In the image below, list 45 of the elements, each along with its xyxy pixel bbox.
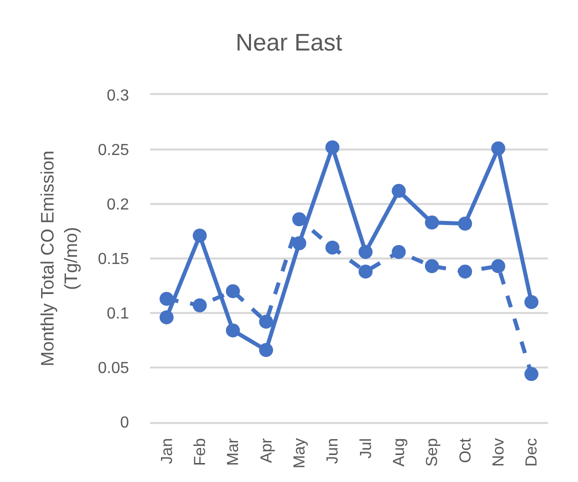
point — [392, 184, 406, 198]
point — [325, 240, 340, 255]
point — [491, 141, 506, 156]
x-tick-label: Sep — [424, 438, 442, 467]
point — [392, 244, 406, 259]
y-tick-label: 0.2 — [106, 196, 130, 214]
y-tick-label: 0.3 — [106, 88, 130, 105]
point — [160, 292, 174, 306]
point — [292, 212, 306, 226]
point — [325, 140, 340, 154]
point — [259, 314, 274, 329]
point — [192, 298, 207, 312]
x-tick-label: Jul — [358, 438, 375, 459]
point — [358, 244, 373, 259]
x-tick-label: Dec — [524, 438, 541, 467]
x-tick-label: Apr — [258, 437, 276, 464]
x-tick-label: Nov — [490, 438, 508, 467]
point — [292, 236, 306, 250]
x-tick-label: Mar — [225, 437, 242, 466]
x-tick-label: Aug — [390, 438, 408, 467]
point — [226, 284, 240, 298]
x-tick-label: Jun — [324, 438, 342, 464]
point — [458, 264, 472, 279]
point — [358, 264, 373, 279]
point — [192, 228, 207, 243]
point — [491, 259, 506, 274]
chart-title: Near East — [236, 30, 343, 57]
x-tick-label: Feb — [192, 438, 209, 466]
point — [524, 295, 538, 310]
x-tick-label: May — [291, 438, 308, 468]
point — [226, 323, 240, 338]
x-tick-label: Oct — [457, 438, 474, 464]
y-tick-label: 0 — [120, 414, 130, 432]
y-tick-label: 0.25 — [98, 142, 130, 160]
y-tick-label: 0.15 — [98, 251, 130, 268]
x-tick-label: Jan — [158, 438, 176, 464]
point — [458, 216, 472, 231]
y-tick-label: 0.1 — [106, 306, 130, 323]
point — [424, 216, 439, 230]
point — [160, 310, 174, 324]
y-axis-title: Monthly Total CO Emission (Tg/mo) — [38, 150, 82, 366]
point — [259, 343, 274, 358]
point — [424, 259, 439, 274]
point — [524, 367, 538, 382]
y-tick-label: 0.05 — [98, 360, 130, 378]
